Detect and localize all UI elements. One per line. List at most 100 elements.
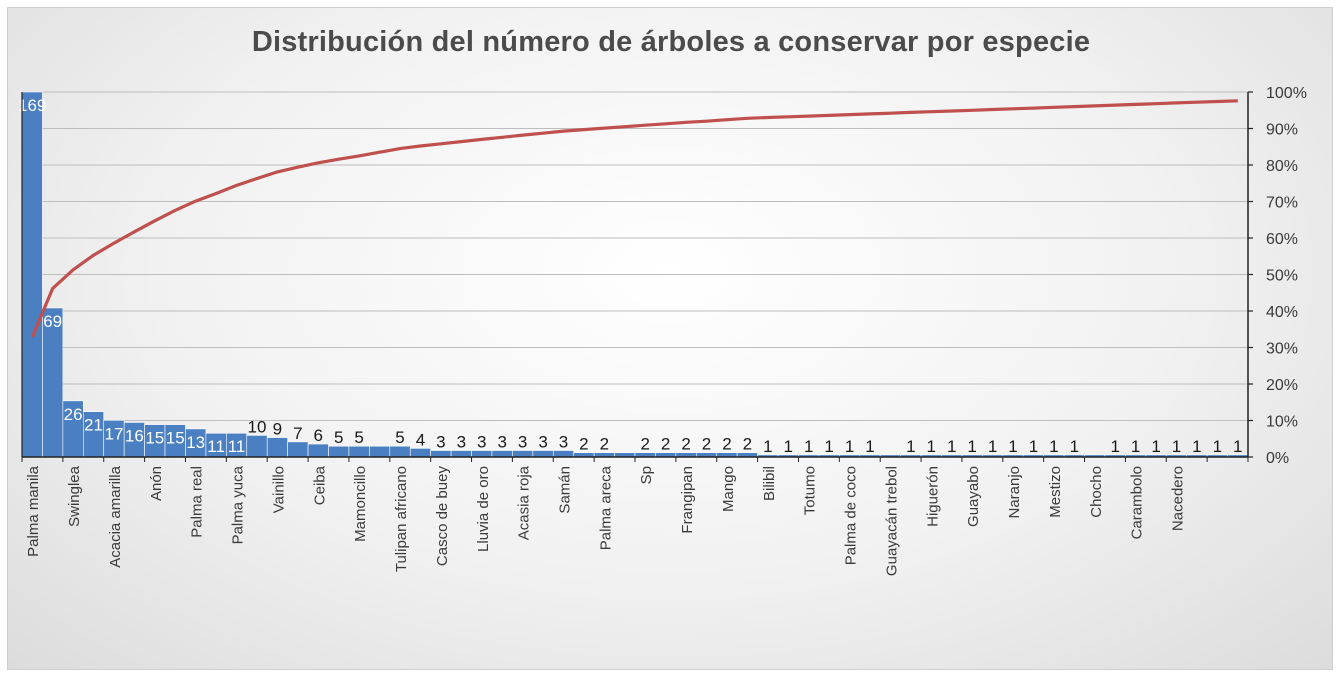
category-label: Naranjo [1006, 466, 1023, 519]
cumulative-line [30, 99, 1238, 338]
data-label: 1 [1213, 437, 1222, 456]
bar [409, 448, 431, 458]
right-axis-tick-label: 50% [1266, 268, 1298, 285]
bar [246, 435, 268, 458]
data-label: 1 [927, 437, 936, 456]
right-axis-tick-label: 10% [1266, 414, 1298, 431]
data-label: 5 [334, 428, 343, 447]
category-label: Mestizo [1047, 466, 1064, 518]
category-label: Palma real [189, 466, 206, 538]
data-label: 1 [1131, 437, 1140, 456]
category-label: Acacia amarilla [107, 465, 124, 567]
data-label: 1 [1049, 437, 1058, 456]
category-label: Carambolo [1129, 466, 1146, 539]
bar [369, 445, 391, 458]
data-label: 26 [64, 405, 83, 424]
data-label: 3 [436, 433, 445, 452]
category-label: Guayabo [965, 466, 982, 527]
data-label: 3 [559, 433, 568, 452]
data-label: 3 [497, 433, 506, 452]
right-axis-tick-label: 0% [1266, 450, 1289, 467]
chart-title: Distribución del número de árboles a con… [251, 26, 1091, 58]
bar [21, 91, 43, 458]
data-label: 3 [518, 433, 527, 452]
data-label: 1 [988, 437, 997, 456]
data-label: 5 [395, 428, 404, 447]
category-label: Guayacán trebol [883, 466, 900, 576]
data-label: 2 [600, 435, 609, 454]
bar [287, 441, 309, 458]
category-label: Swinglea [66, 465, 83, 527]
data-label: 16 [125, 426, 144, 445]
bars [21, 91, 1249, 458]
category-label: Ceiba [311, 465, 328, 505]
data-label: 11 [228, 437, 246, 456]
data-label: 2 [579, 435, 588, 454]
category-label: Palma yuca [230, 465, 247, 544]
data-label: 15 [145, 429, 164, 448]
data-label: 7 [293, 424, 302, 443]
chart-frame [7, 7, 1333, 670]
data-label: 2 [681, 435, 690, 454]
data-label: 1 [1233, 437, 1242, 456]
data-label: 3 [538, 433, 547, 452]
data-label: 2 [661, 435, 670, 454]
axes: 0% 10% 20% 30% 40% 50% 60% 70% 80% 90% 100% [21, 85, 1307, 467]
data-label: 1 [947, 437, 956, 456]
category-labels: Palma manila Swinglea Acacia amarilla Anón P… [25, 465, 1186, 576]
data-label: 6 [314, 426, 323, 445]
data-label: 5 [354, 428, 363, 447]
data-label: 17 [104, 424, 123, 443]
right-axis-tick-label: 20% [1266, 377, 1298, 394]
bar [389, 445, 411, 458]
cumulative-percent-line [30, 99, 1238, 338]
category-label: Lluvia de oro [475, 466, 492, 552]
right-axis-tick-label: 90% [1266, 122, 1298, 139]
right-axis-tick-label: 40% [1266, 304, 1298, 321]
data-label: 11 [207, 437, 225, 456]
data-label: 1 [865, 437, 874, 456]
data-label: 1 [1008, 437, 1017, 456]
category-label: Palma manila [25, 465, 42, 557]
category-label: Higuerón [924, 466, 941, 527]
data-label: 2 [743, 435, 752, 454]
data-label: 21 [84, 416, 103, 435]
category-label: Sp [638, 466, 655, 484]
category-label: Acasia roja [516, 465, 533, 540]
data-label: 69 [43, 312, 62, 331]
data-label: 1 [1192, 437, 1201, 456]
category-label: Chocho [1088, 466, 1105, 518]
bar [328, 445, 350, 458]
data-label: 15 [166, 429, 185, 448]
data-label: 1 [804, 437, 813, 456]
data-label: 1 [1070, 437, 1079, 456]
data-label: 10 [248, 417, 267, 436]
bar [348, 445, 370, 458]
data-label: 1 [906, 437, 915, 456]
right-axis-tick-label: 100% [1266, 85, 1307, 102]
gridlines [22, 91, 1248, 421]
category-label: Vainillo [270, 466, 287, 513]
data-label: 1 [824, 437, 833, 456]
data-label: 2 [722, 435, 731, 454]
right-axis-tick-label: 70% [1266, 195, 1298, 212]
category-label: Palma areca [597, 465, 614, 550]
bar [307, 443, 329, 458]
data-label: 169 [18, 96, 46, 115]
category-label: Frangipan [679, 466, 696, 534]
data-label: 1 [784, 437, 793, 456]
category-label: Palma de coco [843, 466, 860, 565]
data-label: 3 [477, 433, 486, 452]
category-label: Samán [557, 466, 574, 514]
data-label: 1 [1110, 437, 1119, 456]
right-axis-tick-label: 80% [1266, 158, 1298, 175]
data-label: 13 [186, 433, 205, 452]
category-label: Anón [148, 466, 165, 501]
data-label: 9 [273, 420, 282, 439]
category-label: Tulipan africano [393, 466, 410, 572]
data-label: 3 [457, 433, 466, 452]
right-axis-tick-label: 30% [1266, 341, 1298, 358]
category-label: Totumo [802, 466, 819, 515]
